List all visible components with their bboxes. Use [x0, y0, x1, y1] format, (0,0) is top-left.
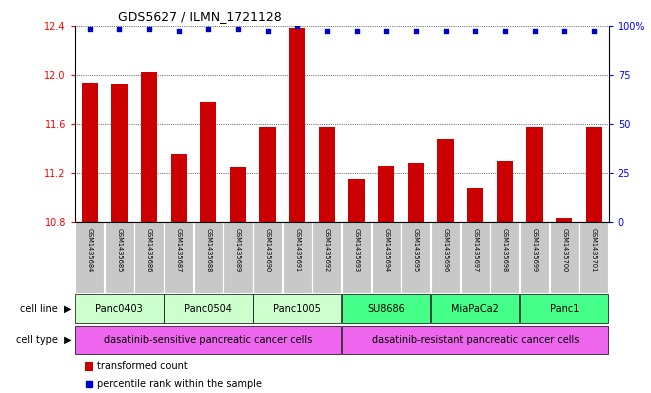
Bar	[579, 222, 609, 293]
Point	[411, 28, 421, 35]
Text: GSM1435684: GSM1435684	[87, 228, 92, 272]
Bar	[75, 294, 163, 323]
Text: Panc0504: Panc0504	[184, 303, 232, 314]
Bar	[283, 222, 312, 293]
Point	[262, 28, 273, 35]
Text: GSM1435692: GSM1435692	[324, 228, 330, 272]
Point	[173, 28, 184, 35]
Text: GDS5627 / ILMN_1721128: GDS5627 / ILMN_1721128	[118, 10, 281, 23]
Bar	[556, 219, 572, 222]
Bar	[431, 222, 460, 293]
Text: GSM1435699: GSM1435699	[532, 228, 538, 272]
Text: GSM1435689: GSM1435689	[235, 228, 241, 272]
Point	[85, 26, 95, 33]
Bar	[200, 102, 217, 222]
Text: cell type  ▶: cell type ▶	[16, 335, 72, 345]
Text: transformed count: transformed count	[97, 361, 187, 371]
Bar	[260, 127, 276, 222]
Text: GSM1435694: GSM1435694	[383, 228, 389, 272]
Bar	[586, 127, 602, 222]
Bar	[402, 222, 430, 293]
Bar	[431, 294, 519, 323]
Text: Panc0403: Panc0403	[96, 303, 143, 314]
Text: GSM1435698: GSM1435698	[502, 228, 508, 272]
Bar	[408, 163, 424, 222]
Bar	[342, 222, 371, 293]
Text: GSM1435697: GSM1435697	[472, 228, 478, 272]
Point	[233, 26, 243, 33]
Text: GSM1435690: GSM1435690	[265, 228, 271, 272]
Bar	[75, 222, 104, 293]
Text: GSM1435693: GSM1435693	[353, 228, 359, 272]
Text: Panc1005: Panc1005	[273, 303, 321, 314]
Text: cell line  ▶: cell line ▶	[20, 303, 72, 314]
Bar	[372, 222, 401, 293]
Bar	[105, 222, 134, 293]
Bar	[342, 294, 430, 323]
Text: MiaPaCa2: MiaPaCa2	[451, 303, 499, 314]
Bar	[141, 72, 157, 222]
Text: percentile rank within the sample: percentile rank within the sample	[97, 379, 262, 389]
Bar	[348, 179, 365, 222]
Text: dasatinib-resistant pancreatic cancer cells: dasatinib-resistant pancreatic cancer ce…	[372, 335, 579, 345]
Text: GSM1435686: GSM1435686	[146, 228, 152, 272]
Bar	[520, 222, 549, 293]
Bar	[85, 362, 93, 371]
Bar	[194, 222, 223, 293]
Bar	[467, 188, 484, 222]
Bar	[461, 222, 490, 293]
Point	[352, 28, 362, 35]
Text: GSM1435687: GSM1435687	[176, 228, 182, 272]
Bar	[490, 222, 519, 293]
Point	[470, 28, 480, 35]
Bar	[289, 28, 305, 222]
Point	[381, 28, 391, 35]
Text: GSM1435701: GSM1435701	[591, 228, 597, 272]
Bar	[549, 222, 579, 293]
Bar	[253, 222, 282, 293]
Bar	[497, 161, 513, 222]
Bar	[164, 222, 193, 293]
Point	[203, 26, 214, 33]
Point	[500, 28, 510, 35]
Bar	[527, 127, 543, 222]
Bar	[75, 326, 342, 354]
Bar	[437, 139, 454, 222]
Text: Panc1: Panc1	[549, 303, 579, 314]
Text: GSM1435696: GSM1435696	[443, 228, 449, 272]
Point	[529, 28, 540, 35]
Text: GSM1435695: GSM1435695	[413, 228, 419, 272]
Bar	[81, 83, 98, 222]
Bar	[520, 294, 609, 323]
Bar	[111, 84, 128, 222]
Point	[559, 28, 570, 35]
Point	[292, 22, 303, 29]
Bar	[312, 222, 342, 293]
Text: GSM1435700: GSM1435700	[561, 228, 567, 272]
Point	[322, 28, 332, 35]
Point	[144, 26, 154, 33]
Text: SU8686: SU8686	[367, 303, 405, 314]
Point	[589, 28, 599, 35]
Bar	[319, 127, 335, 222]
Bar	[171, 154, 187, 222]
Bar	[135, 222, 163, 293]
Text: GSM1435691: GSM1435691	[294, 228, 300, 272]
Bar	[253, 294, 342, 323]
Bar	[223, 222, 253, 293]
Text: GSM1435685: GSM1435685	[117, 228, 122, 272]
Bar	[342, 326, 609, 354]
Point	[440, 28, 450, 35]
Bar	[378, 165, 395, 222]
Bar	[164, 294, 253, 323]
Bar	[230, 167, 246, 222]
Text: GSM1435688: GSM1435688	[205, 228, 212, 272]
Text: dasatinib-sensitive pancreatic cancer cells: dasatinib-sensitive pancreatic cancer ce…	[104, 335, 312, 345]
Point	[114, 26, 124, 33]
